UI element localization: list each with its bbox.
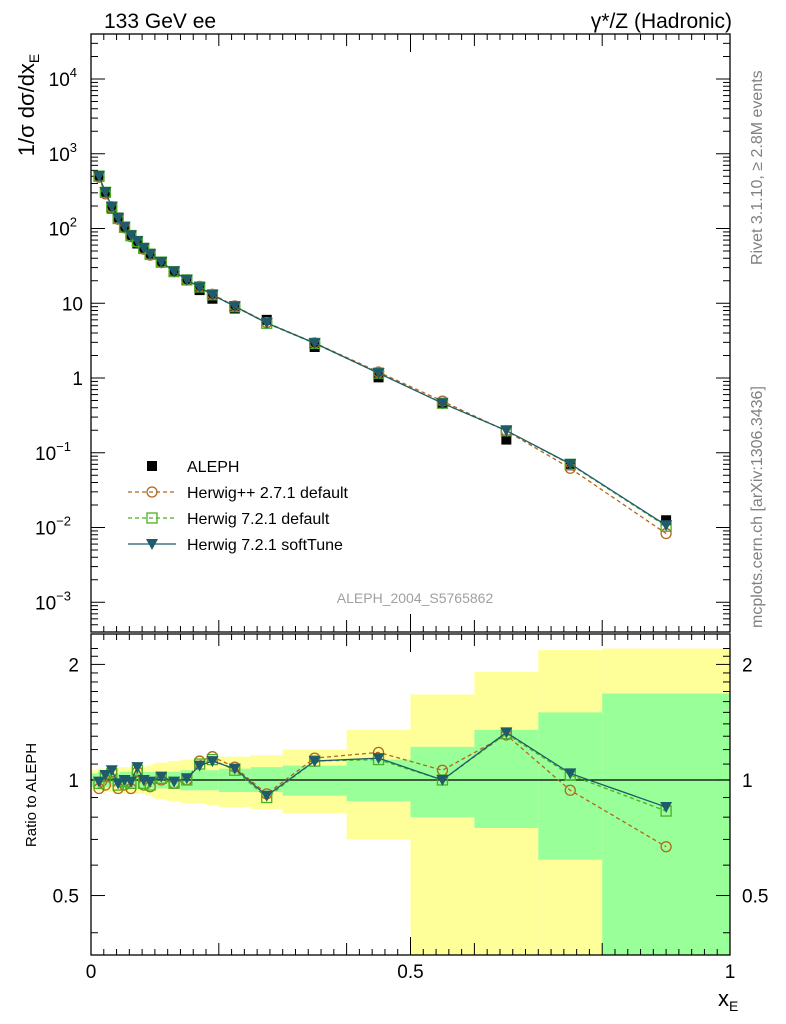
main-point-herwig-7-2-1-softtune [193, 282, 206, 294]
ratio-y-tick-label-right: 1 [742, 771, 753, 792]
ratio-point-herwig-7-2-1-softtune [155, 771, 168, 783]
legend: ALEPH Herwig++ 2.7.1 default Herwig 7.2.1 … [128, 459, 349, 554]
main-point-herwig-7-2-1-softtune [118, 221, 131, 233]
header-right-label: γ*/Z (Hadronic) [591, 10, 732, 33]
ratio-y-tick-label-left: 1 [68, 771, 79, 792]
ratio-y-tick-label-left: 0.5 [53, 887, 79, 908]
ratio-point-herwig-7-2-1-softtune [228, 763, 241, 775]
legend-label-herwig-7-2-1-default: Herwig 7.2.1 default [187, 511, 330, 528]
main-point-herwig-7-2-1-softtune [168, 266, 181, 278]
band_inner-bin [538, 712, 603, 860]
main-point-aleph [501, 434, 512, 445]
main-point-herwig-7-2-1-softtune [308, 338, 321, 350]
analysis-label: ALEPH_2004_S5765862 [337, 590, 494, 606]
ratio-y-tick-label-left: 2 [68, 655, 79, 676]
legend-marker-aleph [147, 461, 157, 471]
x-axis-title-text: xE [718, 986, 738, 1014]
main-point-herwig-7-2-1-softtune [137, 242, 150, 254]
ratio-point-herwig-7-2-1-softtune [660, 802, 673, 814]
main-point-herwig-7-2-1-softtune [564, 458, 577, 470]
ratio-point-herwig-7-2-1-softtune [168, 776, 181, 788]
main-y-tick-label: 10 [62, 294, 83, 315]
ratio-point-herwig-7-2-1-softtune [308, 756, 321, 768]
mcplots-label: mcplots.cern.ch [arXiv:1306.3436] [749, 386, 766, 628]
band_inner-bin [282, 765, 347, 796]
ratio-point-herwig-7-2-1-softtune [436, 774, 449, 786]
ratio-point-herwig-7-2-1-softtune [260, 790, 273, 802]
ratio-point-herwig-7-2-1-softtune [112, 778, 125, 790]
main-point-herwig-7-2-1-softtune [155, 256, 168, 268]
ratio-point-herwig-7-2-1-softtune [500, 727, 513, 739]
ratio-point-herwig-7-2-1-softtune [99, 770, 112, 782]
ratio-point-herwig-7-2-1-softtune [180, 773, 193, 785]
main-point-herwig-7-2-1-softtune [105, 201, 118, 213]
main-point-herwig-7-2-1-softtune [260, 317, 273, 329]
legend-marker-herwig-7-2-1-softtune [146, 539, 158, 550]
band_inner-bin [474, 729, 539, 828]
main-point-aleph [661, 515, 672, 526]
main-point-herwig-7-2-1-softtune [144, 249, 157, 261]
main-y-tick-label: 104 [49, 65, 77, 91]
main-line-herwig-2-7-1-default [98, 177, 667, 535]
ratio-point-herwig-2-7-1-default [660, 841, 672, 853]
ratio-y-axis-title: Ratio to ALEPH [23, 743, 40, 847]
ratio-line-herwig-7-2-1-default [98, 732, 667, 812]
ratio-point-herwig-2-7-1-default [564, 784, 576, 796]
main-point-herwig-7-2-1-softtune [131, 236, 144, 248]
main-point-herwig-7-2-1-softtune [500, 425, 513, 437]
main-point-herwig-7-2-1-softtune [99, 186, 112, 198]
ratio-y-axis-title-text: Ratio to ALEPH [23, 743, 40, 847]
ratio-point-herwig-7-2-1-softtune [124, 776, 137, 788]
band_outer-bin [410, 694, 475, 955]
main-y-tick-label: 10−3 [35, 588, 71, 614]
ratio-point-herwig-7-2-1-softtune [372, 753, 385, 765]
ratio-point-herwig-7-2-1-softtune [564, 768, 577, 780]
main-point-herwig-7-2-1-softtune [180, 274, 193, 286]
main-point-herwig-7-2-1-softtune [436, 398, 449, 410]
main-point-herwig-7-2-1-softtune [112, 213, 125, 225]
main-y-axis-title: 1/σ dσ/dxE [14, 54, 42, 157]
main-point-herwig-7-2-1-softtune [92, 170, 105, 182]
legend-label-herwig-2-7-1-default: Herwig++ 2.7.1 default [187, 485, 349, 502]
main-y-tick-label: 103 [49, 140, 77, 166]
legend-marker-herwig-7-2-1-default [146, 512, 158, 524]
ratio-point-herwig-7-2-1-softtune [193, 760, 206, 772]
header-left-label: 133 GeV ee [104, 10, 216, 33]
main-point-herwig-7-2-1-softtune [660, 520, 673, 532]
ratio-point-herwig-7-2-1-softtune [144, 776, 157, 788]
main-plot-series [92, 170, 673, 540]
ratio-point-herwig-7-2-1-softtune [206, 756, 219, 768]
x-tick-label: 0.5 [397, 962, 423, 983]
x-axis-title: xE [718, 986, 738, 1014]
ratio-plot-series [92, 727, 673, 853]
ratio-y-tick-label-right: 0.5 [742, 887, 768, 908]
ratio-point-herwig-7-2-1-softtune [105, 765, 118, 777]
legend-label-aleph: ALEPH [187, 459, 239, 476]
ratio-y-tick-label-right: 2 [742, 655, 753, 676]
rivet-label: Rivet 3.1.10, ≥ 2.8M events [749, 70, 766, 265]
main-point-herwig-7-2-1-softtune [228, 301, 241, 313]
legend-marker-herwig-2-7-1-default [146, 486, 158, 498]
main-y-tick-label: 10−2 [35, 514, 71, 540]
x-tick-label: 1 [725, 962, 736, 983]
main-line-herwig-7-2-1-default [98, 176, 667, 527]
main-point-herwig-7-2-1-softtune [124, 230, 137, 242]
x-tick-label: 0 [86, 962, 97, 983]
svg-text:1/σ dσ/dxE: 1/σ dσ/dxE [14, 54, 42, 157]
legend-label-herwig-7-2-1-softtune: Herwig 7.2.1 softTune [187, 537, 343, 554]
band_inner-bin [602, 693, 730, 955]
main-y-tick-label: 1 [72, 369, 83, 390]
ratio-point-herwig-7-2-1-softtune [131, 762, 144, 774]
main-y-axis-title-text: 1/σ dσ/dxE [14, 54, 42, 157]
main-y-tick-label: 102 [49, 215, 77, 241]
plot-frames: 10−3 10−2 10−1 1 10 102 103 104 0.5 0.5 1 1 2 2 0 0.5 1 [35, 33, 768, 983]
main-line-herwig-7-2-1-softtune [98, 175, 667, 526]
ratio-point-herwig-7-2-1-softtune [92, 776, 105, 788]
ratio-uncertainty-bands [91, 648, 730, 955]
main-point-herwig-7-2-1-softtune [372, 368, 385, 380]
main-point-herwig-7-2-1-softtune [206, 289, 219, 301]
main-y-tick-label: 10−1 [35, 439, 71, 465]
